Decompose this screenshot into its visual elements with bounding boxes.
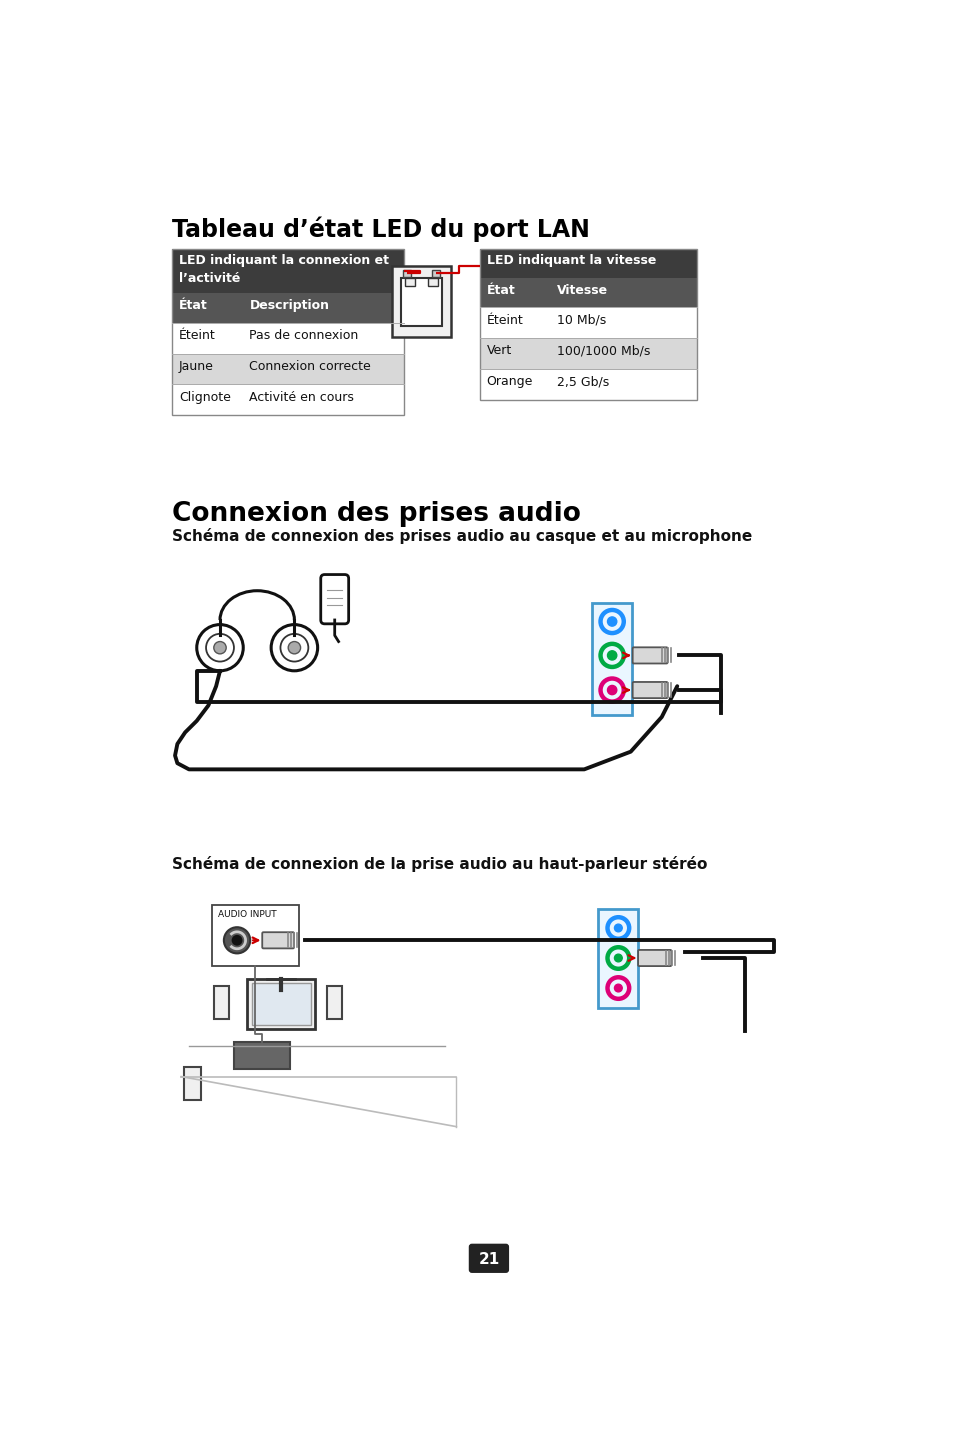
Bar [479, 308, 696, 338]
Bar [401, 278, 441, 326]
Bar [479, 249, 696, 278]
Text: Jaune: Jaune [179, 359, 213, 372]
Bar [172, 354, 404, 384]
Bar [172, 249, 404, 415]
FancyBboxPatch shape [468, 1243, 509, 1273]
FancyBboxPatch shape [632, 682, 667, 699]
Bar [172, 384, 404, 415]
Bar [233, 1042, 290, 1068]
Circle shape [213, 642, 226, 654]
Bar [247, 979, 315, 1028]
Bar [212, 905, 298, 967]
Text: Vert: Vert [486, 344, 512, 358]
Bar [479, 338, 696, 369]
Circle shape [271, 624, 317, 670]
FancyBboxPatch shape [320, 574, 348, 624]
Text: AUDIO INPUT: AUDIO INPUT [217, 911, 276, 919]
Text: Pas de connexion: Pas de connexion [249, 329, 358, 342]
Bar [592, 603, 632, 715]
Bar [479, 278, 696, 308]
Text: État: État [486, 285, 515, 298]
Text: Schéma de connexion de la prise audio au haut-parleur stéréo: Schéma de connexion de la prise audio au… [172, 855, 706, 872]
Text: 100/1000 Mb/s: 100/1000 Mb/s [557, 344, 650, 358]
Text: 10 Mb/s: 10 Mb/s [557, 314, 606, 326]
Bar [172, 322, 404, 354]
Circle shape [607, 650, 617, 660]
Bar [172, 294, 404, 322]
FancyBboxPatch shape [262, 932, 294, 948]
Circle shape [607, 686, 617, 695]
Text: LED indiquant la vitesse: LED indiquant la vitesse [486, 255, 656, 268]
Text: Schéma de connexion des prises audio au casque et au microphone: Schéma de connexion des prises audio au … [172, 527, 751, 544]
Circle shape [614, 954, 621, 962]
Text: Vitesse: Vitesse [557, 285, 608, 298]
Text: Connexion des prises audio: Connexion des prises audio [172, 501, 580, 527]
Bar [183, 1067, 200, 1100]
Bar [392, 266, 451, 337]
Text: Éteint: Éteint [179, 329, 215, 342]
FancyBboxPatch shape [638, 949, 671, 967]
Text: État: État [179, 299, 208, 312]
Text: 2,5 Gb/s: 2,5 Gb/s [557, 375, 609, 388]
Circle shape [607, 617, 617, 626]
Text: 21: 21 [477, 1252, 499, 1266]
Circle shape [196, 624, 243, 670]
Text: Tableau d’état LED du port LAN: Tableau d’état LED du port LAN [172, 216, 589, 242]
Circle shape [224, 927, 250, 954]
Text: Activité en cours: Activité en cours [249, 391, 354, 404]
Text: LED indiquant la connexion et
l’activité: LED indiquant la connexion et l’activité [179, 255, 389, 285]
Circle shape [614, 984, 621, 992]
Text: Clignote: Clignote [179, 391, 231, 404]
Bar [432, 271, 439, 276]
FancyBboxPatch shape [632, 647, 667, 663]
Circle shape [232, 935, 242, 945]
Bar [428, 278, 437, 286]
Bar [252, 982, 311, 1025]
Text: Connexion correcte: Connexion correcte [249, 359, 371, 372]
Bar [598, 909, 638, 1008]
Bar [479, 249, 696, 400]
Bar [402, 271, 410, 276]
Circle shape [288, 642, 300, 654]
Text: Éteint: Éteint [486, 314, 523, 326]
Text: Description: Description [249, 299, 329, 312]
Bar [479, 369, 696, 400]
Bar [327, 987, 342, 1018]
Bar [213, 987, 229, 1018]
Bar [172, 249, 404, 294]
Text: Orange: Orange [486, 375, 533, 388]
Circle shape [614, 924, 621, 932]
Bar [405, 278, 415, 286]
